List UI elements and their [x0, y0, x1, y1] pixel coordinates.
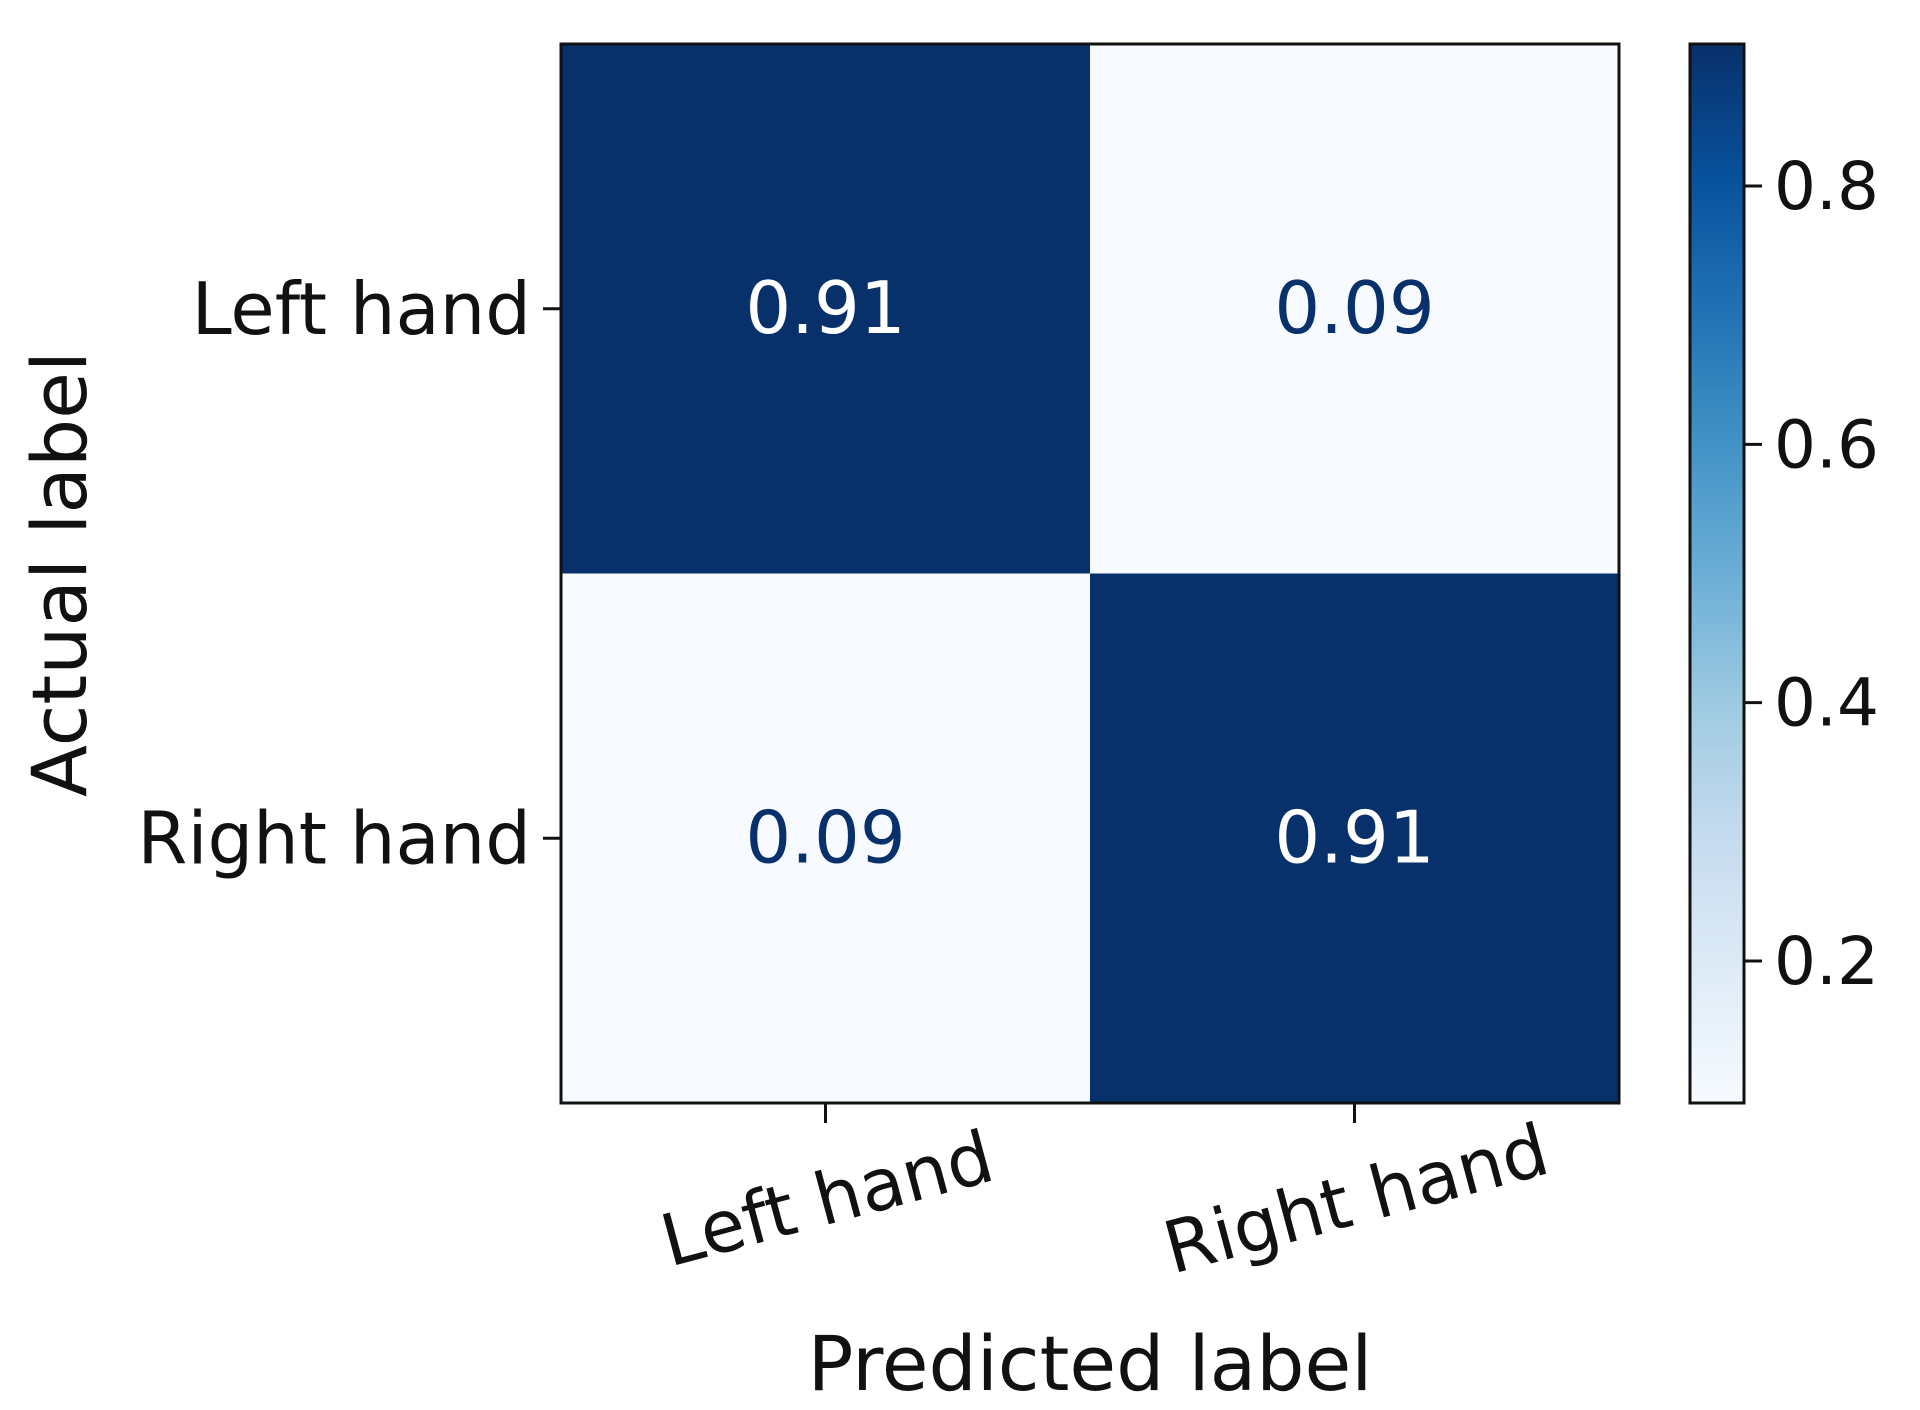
colorbar-tick-label: 0.8: [1774, 148, 1879, 225]
cell-value-label: 0.09: [1274, 266, 1434, 350]
colorbar-tick-label: 0.2: [1774, 923, 1879, 1000]
x-axis-title: Predicted label: [808, 1319, 1373, 1408]
heatmap-cell: [561, 573, 1090, 1103]
colorbar: [1688, 42, 1746, 1105]
cell-value-label: 0.09: [745, 795, 905, 879]
y-axis-title: Actual label: [15, 351, 104, 797]
colorbar-tick-label: 0.6: [1774, 406, 1879, 483]
x-tick-label: Right hand: [1155, 1107, 1557, 1290]
heatmap-cell: [1090, 44, 1619, 574]
heatmap-cell: [1090, 573, 1619, 1103]
colorbar-tick-label: 0.4: [1774, 665, 1879, 742]
colorbar-ticks: 0.2 0.4 0.6 0.8: [1744, 148, 1879, 1000]
x-tick-label: Left hand: [652, 1114, 1002, 1283]
cell-value-label: 0.91: [745, 266, 905, 350]
y-tick-label: Right hand: [137, 796, 531, 880]
plot-frame: [559, 42, 1621, 1105]
heatmap-cells: 0.91 0.09 0.09 0.91: [561, 44, 1619, 1103]
y-tick-label: Left hand: [192, 267, 531, 351]
cell-value-label: 0.91: [1274, 795, 1434, 879]
heatmap-cell: [561, 44, 1090, 574]
